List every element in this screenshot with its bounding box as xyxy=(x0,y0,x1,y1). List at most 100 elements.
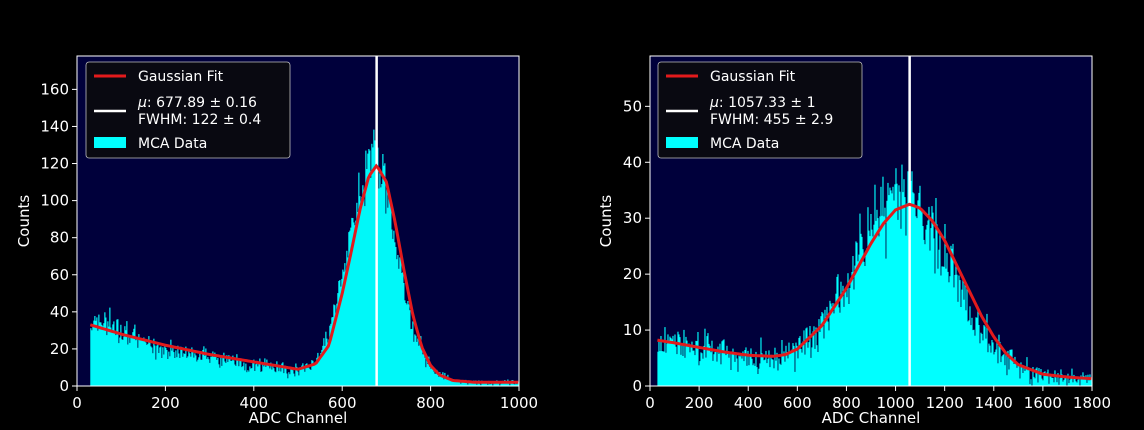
histogram-bar-right-53 xyxy=(710,352,712,386)
y-tick-label-left-1: 20 xyxy=(50,340,69,358)
histogram-bar-right-173 xyxy=(830,303,832,386)
histogram-bar-left-65 xyxy=(155,359,157,386)
histogram-bar-right-123 xyxy=(780,364,782,386)
histogram-bar-right-178 xyxy=(835,293,837,386)
histogram-bar-right-58 xyxy=(715,350,717,386)
histogram-bar-right-321 xyxy=(978,325,980,386)
x-tick-label-left-5: 1000 xyxy=(500,394,538,412)
histogram-bar-right-34 xyxy=(691,341,693,386)
legend-fwhm-label-left: FWHM: 122 ± 0.4 xyxy=(138,112,261,128)
histogram-bar-right-135 xyxy=(792,343,794,386)
histogram-bar-right-11 xyxy=(668,340,670,386)
histogram-bar-left-50 xyxy=(140,339,142,386)
histogram-bar-right-289 xyxy=(946,253,948,386)
histogram-bar-right-162 xyxy=(819,332,821,386)
histogram-bar-left-249 xyxy=(339,280,341,386)
histogram-bar-right-151 xyxy=(808,342,810,386)
histogram-bar-right-200 xyxy=(857,261,859,386)
histogram-bar-right-407 xyxy=(1064,375,1066,386)
histogram-bar-right-317 xyxy=(974,335,976,386)
histogram-bar-right-354 xyxy=(1011,349,1013,386)
histogram-bar-right-37 xyxy=(694,355,696,386)
histogram-bar-left-166 xyxy=(256,360,258,386)
histogram-bar-right-220 xyxy=(877,218,879,386)
histogram-bar-left-190 xyxy=(280,371,282,386)
histogram-bar-left-264 xyxy=(354,225,356,386)
histogram-bar-right-364 xyxy=(1021,366,1023,386)
histogram-bar-left-310 xyxy=(400,254,402,386)
histogram-bar-left-282 xyxy=(372,147,374,386)
histogram-bar-left-219 xyxy=(309,369,311,386)
histogram-bar-right-392 xyxy=(1049,373,1051,386)
histogram-bar-right-323 xyxy=(980,332,982,386)
histogram-bar-left-259 xyxy=(349,230,351,386)
histogram-bar-left-161 xyxy=(251,368,253,386)
histogram-bar-right-315 xyxy=(972,330,974,386)
histogram-bar-right-137 xyxy=(794,371,796,386)
legend-data-label-right: MCA Data xyxy=(710,136,779,152)
histogram-bar-left-209 xyxy=(299,369,301,386)
histogram-bar-left-136 xyxy=(226,355,228,386)
y-tick-label-right-3: 30 xyxy=(623,209,642,227)
histogram-bar-right-408 xyxy=(1065,376,1067,386)
histogram-bar-right-339 xyxy=(996,342,998,386)
histogram-bar-left-357 xyxy=(447,374,449,386)
histogram-bar-right-84 xyxy=(741,358,743,386)
histogram-bar-left-131 xyxy=(221,365,223,386)
histogram-bar-left-427 xyxy=(517,381,519,386)
histogram-bar-left-40 xyxy=(130,336,132,386)
histogram-bar-right-240 xyxy=(897,219,899,386)
histogram-bar-right-412 xyxy=(1069,379,1071,386)
histogram-bar-left-24 xyxy=(114,330,116,386)
histogram-bar-right-125 xyxy=(782,354,784,386)
histogram-bar-left-168 xyxy=(258,363,260,386)
histogram-bar-left-72 xyxy=(162,347,164,386)
histogram-bar-right-167 xyxy=(824,309,826,386)
histogram-bar-right-395 xyxy=(1052,377,1054,386)
histogram-bar-right-186 xyxy=(843,306,845,386)
histogram-bar-right-168 xyxy=(825,317,827,386)
histogram-bar-left-334 xyxy=(424,357,426,386)
histogram-bar-right-141 xyxy=(798,337,800,386)
histogram-bar-right-396 xyxy=(1053,382,1055,386)
histogram-bar-right-253 xyxy=(910,180,912,386)
histogram-bar-left-175 xyxy=(265,366,267,386)
histogram-bar-left-103 xyxy=(193,357,195,386)
y-tick-label-right-0: 0 xyxy=(632,377,642,395)
histogram-bar-right-115 xyxy=(772,359,774,386)
histogram-bar-right-39 xyxy=(696,341,698,386)
histogram-bar-right-116 xyxy=(773,368,775,386)
histogram-bar-right-301 xyxy=(958,275,960,386)
histogram-bar-right-185 xyxy=(842,285,844,386)
histogram-bar-right-9 xyxy=(666,343,668,386)
histogram-bar-left-330 xyxy=(420,336,422,386)
histogram-bar-left-83 xyxy=(173,352,175,386)
histogram-bar-left-127 xyxy=(217,358,219,386)
histogram-bar-left-255 xyxy=(345,277,347,386)
histogram-bar-right-89 xyxy=(746,365,748,386)
legend-fit-label-right: Gaussian Fit xyxy=(710,69,796,85)
x-tick-label-right-6: 1200 xyxy=(926,394,964,412)
histogram-bar-left-132 xyxy=(222,356,224,386)
histogram-bar-right-181 xyxy=(838,307,840,386)
histogram-bar-left-185 xyxy=(275,372,277,386)
histogram-bar-left-5 xyxy=(95,320,97,386)
histogram-bar-right-373 xyxy=(1030,379,1032,386)
histogram-bar-left-19 xyxy=(109,307,111,386)
histogram-bar-left-242 xyxy=(332,317,334,386)
histogram-bar-left-20 xyxy=(110,327,112,386)
histogram-bar-right-195 xyxy=(852,256,854,386)
histogram-bar-right-8 xyxy=(665,352,667,386)
histogram-bar-right-68 xyxy=(725,355,727,386)
histogram-bar-left-293 xyxy=(383,165,385,386)
histogram-bar-left-34 xyxy=(124,326,126,386)
histogram-bar-left-308 xyxy=(398,268,400,386)
histogram-bar-left-261 xyxy=(351,217,353,386)
histogram-bar-left-208 xyxy=(298,375,300,386)
histogram-bar-right-191 xyxy=(848,304,850,386)
histogram-bar-left-163 xyxy=(253,359,255,386)
histogram-bar-right-362 xyxy=(1019,378,1021,386)
histogram-bar-left-246 xyxy=(336,303,338,386)
x-tick-label-left-1: 200 xyxy=(151,394,180,412)
histogram-bar-left-205 xyxy=(295,363,297,386)
